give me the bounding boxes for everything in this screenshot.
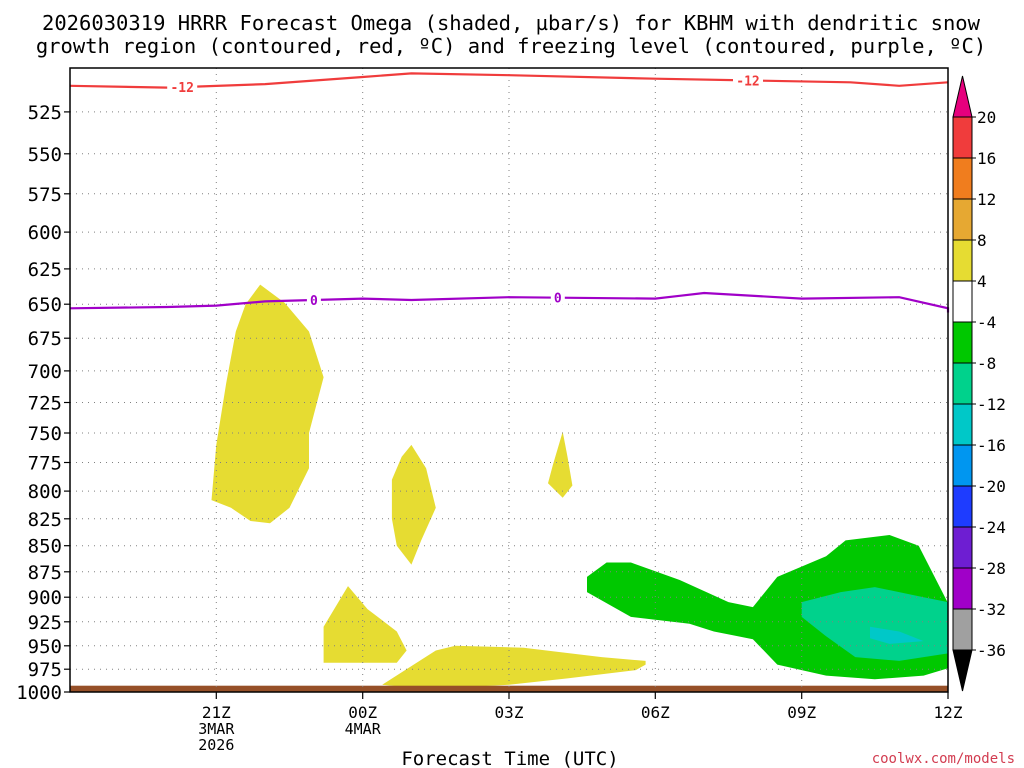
x-tick-label: 06Z [641,703,670,722]
contour-label-bg [306,293,321,307]
y-tick-label: 575 [28,184,62,206]
x-tick-label: 00Z [348,703,377,722]
colorbar-label: -24 [977,518,1006,537]
colorbar-label: -16 [977,436,1006,455]
x-tick-date-label: 4MAR [345,720,382,738]
colorbar-bin [952,280,973,323]
contour-label-bg [167,80,198,95]
y-tick-label: 925 [28,612,62,634]
y-tick-label: 775 [28,453,62,475]
colorbar-label: -28 [977,559,1006,578]
chart-title-line1: 2026030319 HRRR Forecast Omega (shaded, … [42,11,981,35]
colorbar-bin [952,362,973,405]
colorbar-under-arrow [952,649,973,692]
omega-pos-4to8-c [548,431,573,498]
colorbar-label: -4 [977,313,996,332]
omega-neg-12to16 [870,626,924,644]
x-axis-title: Forecast Time (UTC) [401,748,618,768]
contour-label: -12 [736,74,759,89]
colorbar-label: 16 [977,149,996,168]
contour-label: 0 [310,294,318,309]
y-axis: 525 550 575 600 625 650 675 700 725 750 775 800 825 8… [16,102,70,704]
colorbar-bin [952,567,973,610]
colorbar-bin [952,444,973,487]
y-tick-label: 850 [28,536,62,558]
freezing-level-0 [69,291,950,313]
colorbar-bin [952,116,973,159]
omega-pos-4to8-b [391,444,436,565]
x-tick-label: 21Z [202,703,231,722]
y-tick-label: 1000 [16,682,62,704]
colorbar: 20 16 12 8 4 -4 -8 -12 -16 -20 -24 -28 -32 -36 [952,75,1006,692]
y-tick-label: 750 [28,423,62,445]
y-tick-label: 625 [28,259,62,281]
x-tick-label: 03Z [495,703,524,722]
y-tick-label: 825 [28,509,62,531]
colorbar-label: -12 [977,395,1006,414]
colorbar-label: -32 [977,600,1006,619]
colorbar-bin [952,526,973,569]
y-tick-label: 875 [28,562,62,584]
y-tick-label: 675 [28,328,62,350]
dendritic-growth-minus12 [69,72,949,89]
colorbar-label: 12 [977,190,996,209]
y-tick-label: 800 [28,481,62,503]
x-tick-label: 09Z [787,703,816,722]
plot-grid [70,68,949,692]
omega-pos-4to8-e [382,645,646,690]
y-tick-label: 900 [28,587,62,609]
omega-shading [70,284,948,692]
x-tick-date-label: 2026 [198,736,234,754]
omega-neg-8to12 [801,587,948,661]
colorbar-bin [952,157,973,200]
y-tick-label: 950 [28,636,62,658]
contour-label-bg [550,290,565,305]
colorbar-label: 4 [977,272,987,291]
surface-band [70,685,948,692]
contour-label-bg [733,73,763,88]
site-credit: coolwx.com/models [872,751,1015,767]
colorbar-bin [952,239,973,282]
y-tick-label: 600 [28,222,62,244]
y-tick-label: 525 [28,102,62,124]
y-tick-label: 975 [28,659,62,681]
omega-pos-4to8-a [211,284,324,524]
colorbar-label: -8 [977,354,996,373]
y-tick-label: 650 [28,294,62,316]
colorbar-bin [952,198,973,241]
x-tick-date-label: 3MAR [198,720,235,738]
chart-title-line2: growth region (contoured, red, ºC) and f… [36,34,986,58]
y-tick-label: 725 [28,393,62,415]
contour-label: -12 [170,81,193,96]
contour-lines: -12 -12 0 0 [69,72,950,313]
omega-pos-4to8-d [323,586,407,663]
colorbar-bin [952,485,973,528]
x-tick-label: 12Z [934,703,963,722]
colorbar-over-arrow [952,75,973,118]
colorbar-label: -36 [977,641,1006,660]
y-tick-label: 550 [28,144,62,166]
colorbar-bin [952,403,973,446]
colorbar-label: 8 [977,231,987,250]
y-tick-label: 700 [28,361,62,383]
contour-label: 0 [554,292,562,307]
colorbar-bin [952,321,973,364]
colorbar-bin [952,608,973,651]
colorbar-label: 20 [977,108,996,127]
colorbar-label: -20 [977,477,1006,496]
